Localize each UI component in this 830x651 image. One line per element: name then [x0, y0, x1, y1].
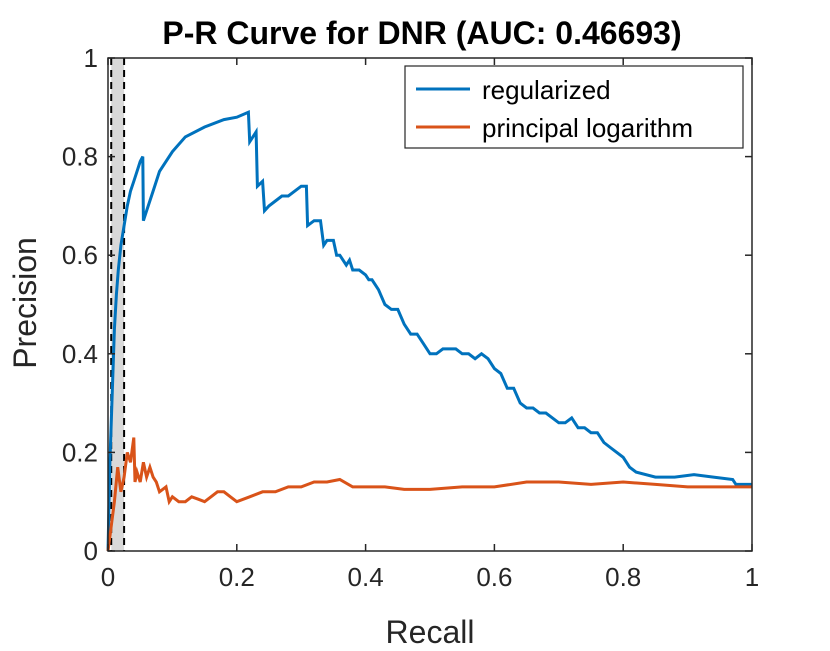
x-axis-ticks: 0 0.2 0.4 0.6 0.8 1: [101, 58, 759, 592]
series-layer: [106, 109, 752, 552]
x-tick-label: 1: [745, 562, 759, 592]
legend: regularized principal logarithm: [404, 65, 744, 149]
series-line-principal-logarithm: [106, 437, 752, 552]
x-axis-label: Recall: [386, 614, 475, 650]
legend-box: [404, 65, 744, 149]
series-line-regularized: [106, 109, 752, 552]
y-tick-label: 1: [84, 43, 98, 73]
y-tick-label: 0.4: [62, 339, 98, 369]
plot-frame: [107, 57, 753, 552]
y-tick-label: 0.6: [62, 240, 98, 270]
x-tick-label: 0.6: [476, 562, 512, 592]
x-tick-label: 0: [101, 562, 115, 592]
threshold-band-fill: [111, 58, 125, 551]
y-tick-label: 0.8: [62, 142, 98, 172]
chart-title: P-R Curve for DNR (AUC: 0.46693): [162, 15, 681, 51]
x-tick-label: 0.8: [605, 562, 641, 592]
legend-label-regularized: regularized: [482, 75, 611, 105]
y-axis-label: Precision: [7, 237, 43, 369]
y-tick-label: 0.2: [62, 437, 98, 467]
legend-label-principal-logarithm: principal logarithm: [482, 113, 693, 143]
y-tick-label: 0: [84, 536, 98, 566]
y-axis-ticks: 0 0.2 0.4 0.6 0.8 1: [62, 43, 752, 566]
x-tick-label: 0.4: [348, 562, 384, 592]
x-tick-label: 0.2: [219, 562, 255, 592]
